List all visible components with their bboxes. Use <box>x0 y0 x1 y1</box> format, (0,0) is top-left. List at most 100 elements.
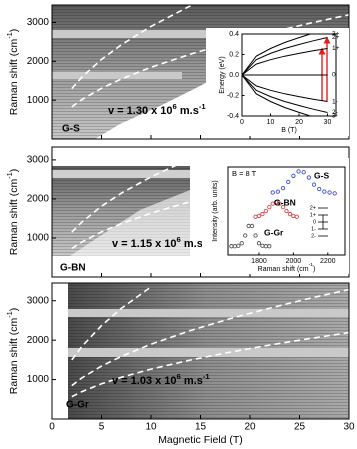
y-tick-label: -0.2 <box>227 92 239 99</box>
x-tick-label: 1800 <box>251 258 267 265</box>
schematic-label: 0 <box>313 219 316 225</box>
y-tick-label: 3000 <box>27 155 50 166</box>
y-axis-label: Raman shift (cm-1) <box>5 308 20 394</box>
insets: 3+2+1+01-2-3-0 10 20 30-0.4-0.20.00.20.4Ene… <box>212 31 346 273</box>
spectrum-point <box>256 241 262 246</box>
superscript: -1 <box>5 311 14 318</box>
inset-title: B = 8 T <box>232 169 257 178</box>
y-tick-label: 0.2 <box>229 51 239 58</box>
x-tick-label: 10 <box>267 119 275 126</box>
y-axis-label: Raman shift (cm-1) <box>5 169 20 255</box>
curve <box>71 286 152 361</box>
spectrum-point <box>294 214 299 219</box>
text-part: Raman shift (cm <box>8 179 20 256</box>
spectrum-point <box>280 185 286 191</box>
spectrum-point <box>277 201 282 206</box>
heatmap-band <box>68 309 349 317</box>
plot-area <box>71 157 191 250</box>
y-tick-label: -0.4 <box>227 113 239 120</box>
superscript: -1 <box>5 32 14 39</box>
curve <box>71 14 349 108</box>
spectrum-point <box>256 213 262 219</box>
text-part: ) <box>313 266 315 273</box>
superscript: -1 <box>309 262 314 268</box>
curve <box>71 331 349 398</box>
text-part: v = 1.15 x 10 <box>112 238 177 250</box>
curve <box>242 48 328 76</box>
x-tick-label: 25 <box>294 422 306 433</box>
heatmap-band <box>52 30 282 38</box>
heatmap-band <box>68 348 349 357</box>
spectrum-point <box>275 189 281 194</box>
text-part: m.s <box>181 238 203 250</box>
x-tick-label: 2200 <box>320 258 336 265</box>
schematic-label: 1+ <box>310 212 316 218</box>
curve <box>71 5 191 90</box>
x-tick-label: 2000 <box>286 258 302 265</box>
spectrum-point <box>260 211 265 217</box>
text-part: m.s <box>181 375 203 387</box>
text-part: ) <box>8 29 20 33</box>
y-tick-label: 0.0 <box>229 72 239 79</box>
spectrum-point <box>311 182 317 187</box>
spectrum-point <box>296 169 301 174</box>
spectrum-point <box>327 190 332 195</box>
text-part: Raman shift (cm <box>8 39 20 116</box>
frame <box>227 166 346 256</box>
spectrum-point <box>267 204 272 210</box>
spectrum-point <box>263 208 269 214</box>
spectrum-point <box>253 233 258 238</box>
heatmap-band <box>52 72 182 79</box>
y-axis-label: Raman shift (cm-1) <box>5 29 20 115</box>
spectrum-point <box>236 243 241 248</box>
heatmap-band <box>52 170 190 178</box>
spectrum-point <box>270 201 275 206</box>
spectrum-point <box>267 244 272 249</box>
velocity-annotation: v = 1.15 x 106 m.s-1 <box>112 235 210 250</box>
x-tick-label: 30 <box>324 119 332 126</box>
level-label: 2- <box>332 109 338 116</box>
velocity-annotation: v = 1.03 x 106 m.s-1 <box>112 372 210 387</box>
y-tick-label: 1000 <box>27 374 50 385</box>
curve <box>71 288 349 387</box>
text-part: v = 1.03 x 10 <box>112 375 177 387</box>
spectrum-point <box>284 208 289 214</box>
plot-area <box>71 286 349 398</box>
text-part: ) <box>8 169 20 173</box>
series-label: G-Gr <box>264 227 284 237</box>
x-axis-label: Magnetic Field (T) <box>158 434 243 446</box>
spectrum-point <box>243 233 248 238</box>
spectrum-point <box>249 223 255 229</box>
plot-area <box>71 5 349 108</box>
text-part: Raman shift (cm <box>8 318 20 395</box>
spectrum-point <box>286 179 291 185</box>
spectrum-point <box>239 241 244 246</box>
curve <box>242 74 328 113</box>
panel-label: G-Gr <box>66 400 89 411</box>
x-tick-label: 0 <box>49 422 55 433</box>
text-part: Raman shift (cm <box>258 266 309 273</box>
velocity-annotation: v = 1.30 x 106 m.s-1 <box>108 102 206 117</box>
x-tick-label: 20 <box>244 422 256 433</box>
y-tick-label: 0.4 <box>229 31 239 38</box>
schematic-label: 1- <box>311 226 316 232</box>
y-tick-label: 2000 <box>27 335 50 346</box>
schematic-label: 2- <box>311 233 316 239</box>
superscript: 6 <box>177 372 181 381</box>
curve <box>71 157 191 233</box>
text-part: v = 1.30 x 10 <box>108 105 173 117</box>
spectrum-point <box>291 173 296 178</box>
spectrum-point <box>280 204 286 210</box>
x-tick-label: 5 <box>99 422 105 433</box>
superscript: -1 <box>203 372 211 381</box>
y-axis-label: Intensity (arb. units) <box>212 180 219 241</box>
y-tick-label: 2000 <box>27 56 50 67</box>
spectrum-point <box>306 175 312 180</box>
x-axis-label: B (T) <box>281 127 297 134</box>
y-tick-label: 3000 <box>27 295 50 306</box>
spectrum-point <box>332 191 337 196</box>
text-part: ) <box>8 308 20 312</box>
schematic-label: 2+ <box>310 205 316 211</box>
